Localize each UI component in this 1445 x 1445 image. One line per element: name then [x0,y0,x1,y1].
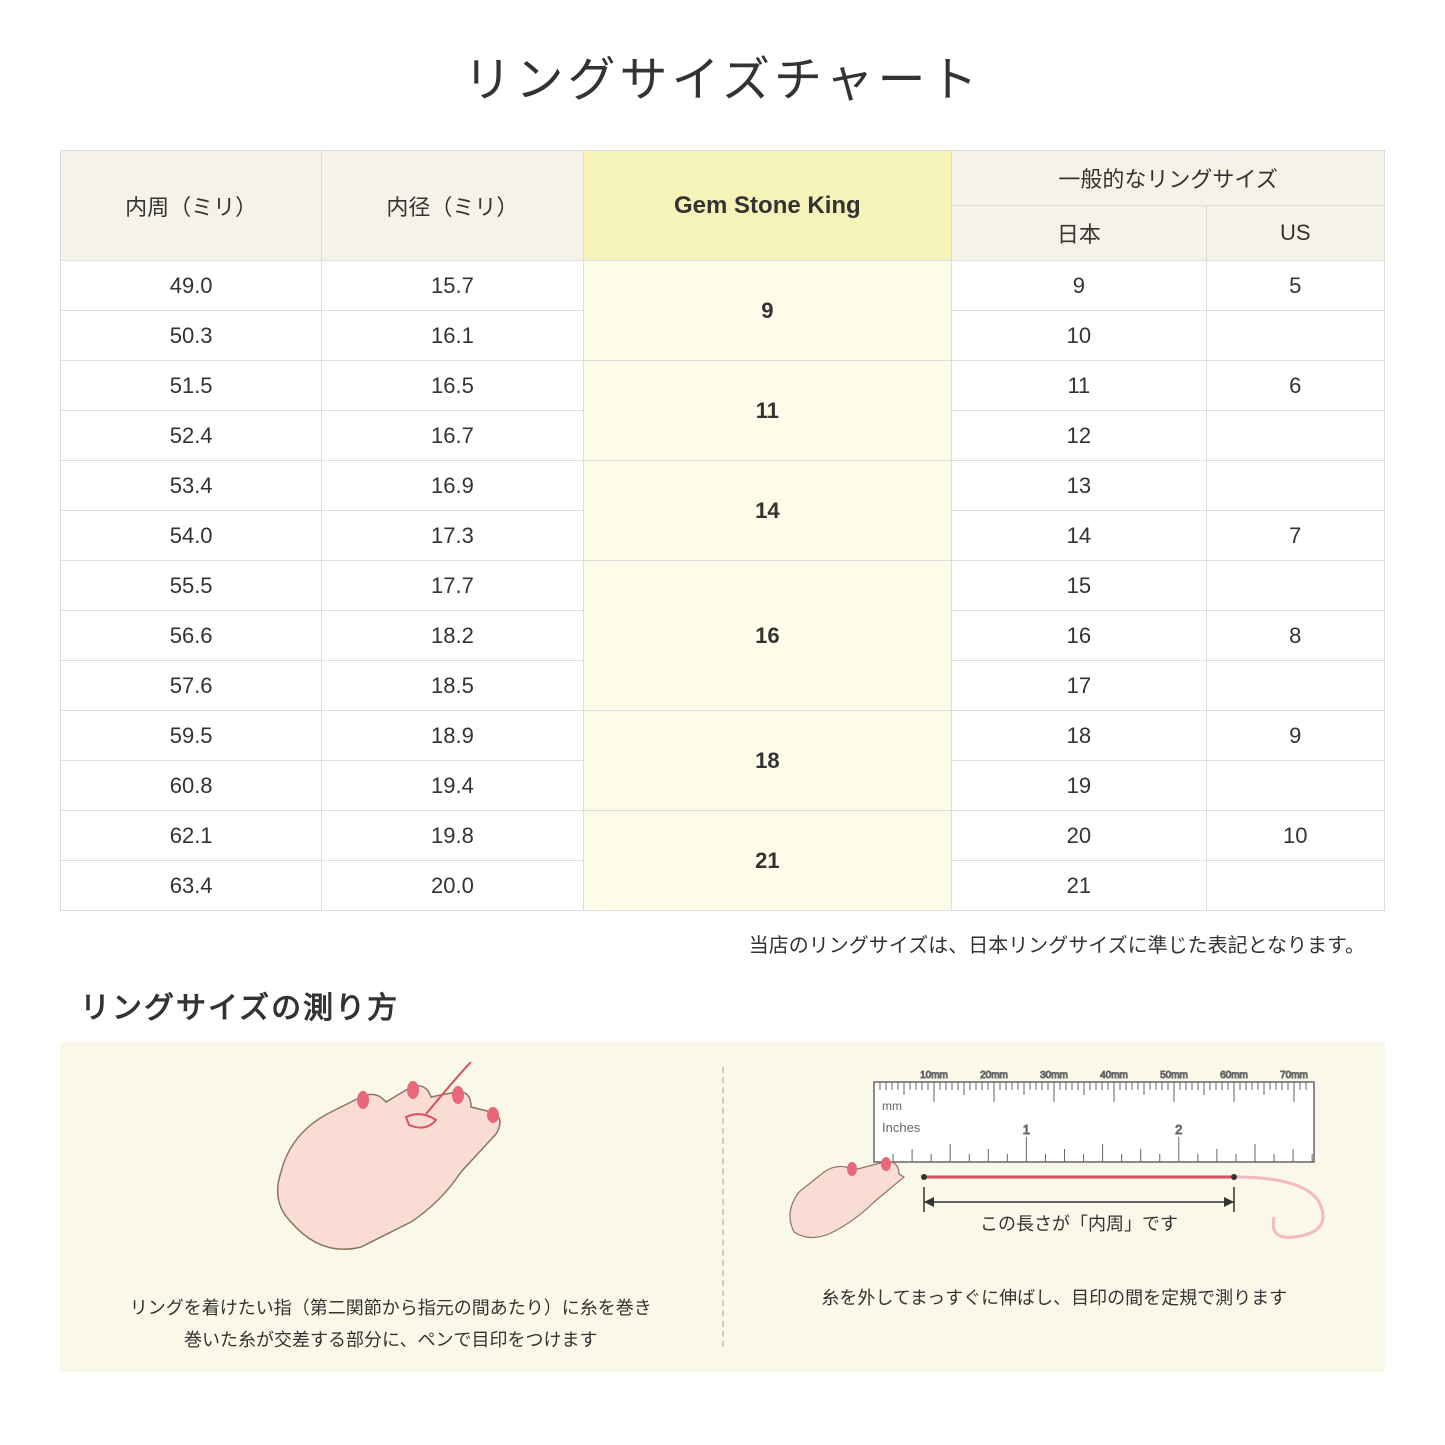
table-row: 62.119.8212010 [61,811,1385,861]
table-row: 53.416.91413 [61,461,1385,511]
table-row: 49.015.7995 [61,261,1385,311]
cell-diameter: 18.9 [322,711,583,761]
cell-circumference: 52.4 [61,411,322,461]
ruler-mm-tick: 30mm [1040,1070,1068,1081]
cell-us: 5 [1206,261,1384,311]
header-us: US [1206,206,1384,261]
cell-gsk: 9 [583,261,952,361]
cell-gsk: 16 [583,561,952,711]
ruler-illustration: 10mm 20mm 30mm 40mm 50mm 60mm 70mm 1 2 mm Inches… [774,1062,1334,1272]
cell-us: 10 [1206,811,1384,861]
cell-us: 9 [1206,711,1384,761]
cell-japan: 19 [952,761,1206,811]
cell-diameter: 15.7 [322,261,583,311]
page-title: リングサイズチャート [60,40,1385,110]
cell-diameter: 18.5 [322,661,583,711]
cell-diameter: 17.3 [322,511,583,561]
measure-section: リングを着けたい指（第二関節から指元の間あたり）に糸を巻き 巻いた糸が交差する部… [60,1042,1385,1372]
cell-circumference: 54.0 [61,511,322,561]
cell-japan: 11 [952,361,1206,411]
cell-circumference: 56.6 [61,611,322,661]
cell-us [1206,311,1384,361]
cell-circumference: 60.8 [61,761,322,811]
cell-circumference: 55.5 [61,561,322,611]
cell-japan: 20 [952,811,1206,861]
cell-circumference: 50.3 [61,311,322,361]
cell-gsk: 11 [583,361,952,461]
caption-right: 糸を外してまっすぐに伸ばし、目印の間を定規で測ります [744,1282,1366,1314]
ruler-mm-tick: 40mm [1100,1070,1128,1081]
cell-diameter: 17.7 [322,561,583,611]
cell-japan: 18 [952,711,1206,761]
length-label: この長さが「内周」です [980,1214,1178,1234]
cell-us [1206,661,1384,711]
ruler-mm-tick: 20mm [980,1070,1008,1081]
cell-diameter: 19.8 [322,811,583,861]
cell-us [1206,861,1384,911]
cell-diameter: 18.2 [322,611,583,661]
cell-us [1206,411,1384,461]
measure-step-2: 10mm 20mm 30mm 40mm 50mm 60mm 70mm 1 2 mm Inches… [724,1042,1386,1372]
cell-japan: 12 [952,411,1206,461]
cell-japan: 21 [952,861,1206,911]
caption-left: リングを着けたい指（第二関節から指元の間あたり）に糸を巻き 巻いた糸が交差する部… [80,1292,702,1357]
cell-diameter: 16.9 [322,461,583,511]
cell-circumference: 62.1 [61,811,322,861]
cell-circumference: 63.4 [61,861,322,911]
cell-japan: 10 [952,311,1206,361]
ruler-mm-tick: 50mm [1160,1070,1188,1081]
ruler-inch-tick: 2 [1175,1122,1182,1137]
cell-diameter: 16.5 [322,361,583,411]
cell-us [1206,561,1384,611]
cell-diameter: 19.4 [322,761,583,811]
cell-circumference: 53.4 [61,461,322,511]
cell-circumference: 49.0 [61,261,322,311]
footnote: 当店のリングサイズは、日本リングサイズに準じた表記となります。 [60,929,1385,958]
inches-label: Inches [882,1120,921,1135]
cell-circumference: 59.5 [61,711,322,761]
cell-us: 7 [1206,511,1384,561]
hand-wrap-illustration [211,1062,571,1282]
cell-circumference: 57.6 [61,661,322,711]
table-row: 51.516.511116 [61,361,1385,411]
table-row: 55.517.71615 [61,561,1385,611]
cell-us: 8 [1206,611,1384,661]
cell-gsk: 18 [583,711,952,811]
ruler-mm-tick: 60mm [1220,1070,1248,1081]
cell-japan: 16 [952,611,1206,661]
header-japan: 日本 [952,206,1206,261]
cell-japan: 13 [952,461,1206,511]
cell-us [1206,761,1384,811]
cell-diameter: 20.0 [322,861,583,911]
cell-japan: 14 [952,511,1206,561]
measure-title: リングサイズの測り方 [80,983,1385,1027]
mm-label: mm [882,1099,902,1113]
cell-japan: 17 [952,661,1206,711]
cell-japan: 9 [952,261,1206,311]
cell-circumference: 51.5 [61,361,322,411]
header-diameter: 内径（ミリ） [322,151,583,261]
ruler-mm-tick: 70mm [1280,1070,1308,1081]
measure-step-1: リングを着けたい指（第二関節から指元の間あたり）に糸を巻き 巻いた糸が交差する部… [60,1042,722,1372]
cell-diameter: 16.1 [322,311,583,361]
table-row: 59.518.918189 [61,711,1385,761]
ruler-inch-tick: 1 [1023,1122,1030,1137]
cell-diameter: 16.7 [322,411,583,461]
cell-us [1206,461,1384,511]
header-circumference: 内周（ミリ） [61,151,322,261]
cell-us: 6 [1206,361,1384,411]
header-general: 一般的なリングサイズ [952,151,1385,206]
header-gsk: Gem Stone King [583,151,952,261]
ruler-mm-tick: 10mm [920,1070,948,1081]
size-chart-table: 内周（ミリ） 内径（ミリ） Gem Stone King 一般的なリングサイズ … [60,150,1385,911]
cell-gsk: 21 [583,811,952,911]
cell-japan: 15 [952,561,1206,611]
cell-gsk: 14 [583,461,952,561]
